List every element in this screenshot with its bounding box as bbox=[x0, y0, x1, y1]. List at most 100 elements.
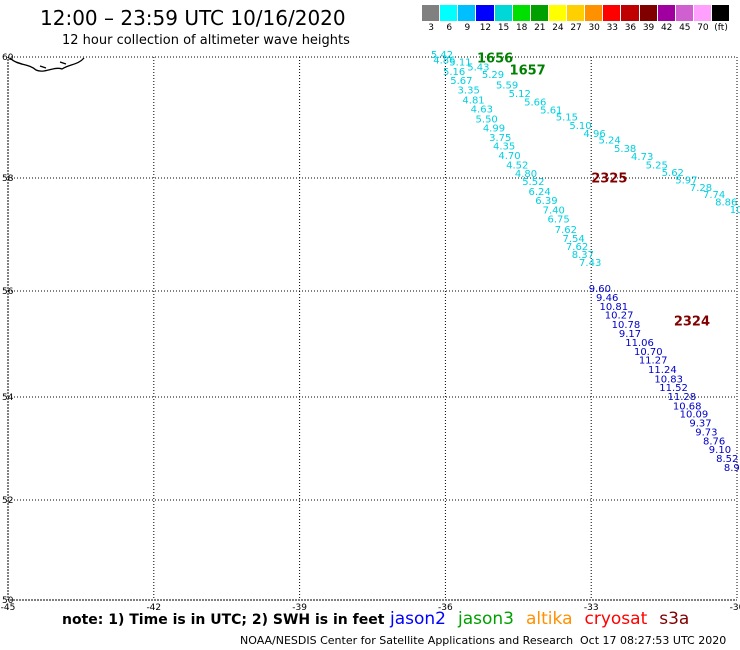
credit-line: NOAA/NESDIS Center for Satellite Applica… bbox=[240, 634, 574, 647]
wave-height-value: 7.74 bbox=[703, 190, 725, 201]
wave-height-value: 11.27 bbox=[639, 356, 668, 367]
wave-height-value: 10.83 bbox=[654, 375, 683, 386]
wave-height-value: 4.73 bbox=[631, 152, 653, 163]
wave-height-value: 8.96 bbox=[724, 463, 740, 474]
longitude-tick-label: -36 bbox=[438, 603, 453, 613]
legend-label: 18 bbox=[515, 23, 528, 33]
legend-label: 15 bbox=[497, 23, 510, 33]
legend-label: 70 bbox=[697, 23, 709, 33]
wave-height-value: 7.54 bbox=[563, 234, 585, 245]
legend-labels: 3 6 9 12 15 18 21 24 27 30 33 36 39 42 45 70 (ft) bbox=[422, 23, 730, 33]
wave-height-value: 5.24 bbox=[598, 136, 620, 147]
wave-height-value: 5.15 bbox=[556, 113, 578, 124]
wave-height-value: 5.29 bbox=[482, 70, 504, 81]
legend-label: 30 bbox=[588, 23, 600, 33]
pass-number-label: 1656 bbox=[477, 51, 513, 66]
wave-height-color-legend: 3 6 9 12 15 18 21 24 27 30 33 36 39 42 45 70 (ft) bbox=[422, 5, 731, 33]
satellite-cryosat: cryosat bbox=[584, 609, 648, 629]
legend-swatch bbox=[512, 5, 531, 21]
latitude-tick-label: 52 bbox=[2, 496, 13, 506]
legend-swatch bbox=[440, 5, 459, 21]
wave-height-value: 5.62 bbox=[662, 168, 684, 179]
wave-height-value: 9.46 bbox=[596, 293, 618, 304]
legend-swatch bbox=[621, 5, 640, 21]
wave-height-value: 6.39 bbox=[535, 196, 557, 207]
longitude-tick-label: -30 bbox=[730, 603, 740, 613]
wave-height-value: 4.70 bbox=[498, 151, 520, 162]
wave-height-value: 9.60 bbox=[589, 284, 611, 295]
wave-height-value: 4.35 bbox=[493, 142, 515, 153]
track-jason3-1657: 5.435.295.595.125.665.615.155.104.965.24… bbox=[467, 62, 740, 216]
legend-label: 27 bbox=[570, 23, 582, 33]
legend-label: 45 bbox=[679, 23, 691, 33]
wave-height-value: 8.76 bbox=[703, 436, 725, 447]
footer-note: note: 1) Time is in UTC; 2) SWH is in fe… bbox=[62, 612, 385, 628]
legend-swatch bbox=[585, 5, 604, 21]
wave-height-value: 10.78 bbox=[612, 320, 641, 331]
wave-height-value: 4.63 bbox=[471, 105, 493, 116]
wave-height-value: 8.52 bbox=[716, 454, 738, 465]
legend-label: 36 bbox=[624, 23, 637, 33]
legend-label: 9 bbox=[464, 23, 471, 33]
wave-height-value: 11.06 bbox=[625, 338, 654, 349]
legend-swatch bbox=[693, 5, 712, 21]
wave-height-value: 4.96 bbox=[583, 129, 605, 140]
satellite-jason3: jason3 bbox=[458, 609, 514, 629]
wave-height-value: 4.80 bbox=[515, 169, 537, 180]
wave-height-value: 7.43 bbox=[579, 258, 601, 269]
wave-height-value: 4.52 bbox=[506, 160, 528, 171]
track-jason3-1656: 5.424.865.115.165.673.354.814.635.504.99… bbox=[431, 50, 601, 269]
latitude-tick-label: 50 bbox=[2, 596, 14, 606]
wave-height-value: 4.99 bbox=[483, 123, 505, 134]
legend-swatch bbox=[458, 5, 477, 21]
wave-height-value: 5.66 bbox=[524, 97, 546, 108]
wave-height-value: 5.10 bbox=[569, 121, 591, 132]
legend-swatches bbox=[422, 5, 731, 21]
wave-height-value: 10.65 bbox=[730, 205, 740, 216]
wave-height-value: 5.43 bbox=[467, 62, 489, 73]
longitude-tick-label: -39 bbox=[292, 603, 307, 613]
generated-timestamp: Oct 17 08:27:53 UTC 2020 bbox=[580, 634, 727, 647]
wave-height-value: 10.70 bbox=[634, 347, 663, 358]
wave-height-value: 4.81 bbox=[462, 96, 484, 107]
legend-swatch bbox=[675, 5, 694, 21]
wave-height-value: 5.38 bbox=[614, 144, 636, 155]
coastline bbox=[9, 57, 85, 72]
longitude-tick-label: -33 bbox=[584, 603, 599, 613]
wave-height-value: 5.97 bbox=[675, 176, 697, 187]
wave-height-value: 8.86 bbox=[715, 198, 737, 209]
map-grid bbox=[7, 56, 738, 601]
wave-height-value: 7.28 bbox=[690, 183, 712, 194]
latitude-tick-label: 58 bbox=[2, 174, 14, 184]
legend-label: 12 bbox=[479, 23, 492, 33]
wave-height-value: 5.67 bbox=[450, 76, 472, 87]
legend-label: 33 bbox=[606, 23, 619, 33]
axis-labels: -45 -42 -39 -36 -33 -30 60 58 56 54 52 50 bbox=[1, 53, 740, 613]
pass-labels: 1656165716582325232423223 bbox=[477, 51, 710, 329]
wave-height-value: 10.27 bbox=[605, 311, 634, 322]
latitude-tick-label: 56 bbox=[2, 287, 14, 297]
map-title: 12:00 – 23:59 UTC 10/16/2020 bbox=[40, 6, 346, 30]
latitude-tick-label: 60 bbox=[2, 53, 14, 63]
wave-height-value: 5.61 bbox=[540, 105, 562, 116]
legend-label: 39 bbox=[642, 23, 655, 33]
wave-height-value: 3.35 bbox=[458, 85, 480, 96]
satellite-s3a: s3a bbox=[659, 609, 690, 629]
satellite-jason2: jason2 bbox=[390, 609, 446, 629]
legend-label: 24 bbox=[552, 23, 564, 33]
legend-label: 3 bbox=[428, 23, 434, 33]
wave-height-value: 9.73 bbox=[695, 428, 717, 439]
wave-height-value: 8.37 bbox=[572, 250, 594, 261]
wave-height-value: 5.59 bbox=[496, 80, 518, 91]
legend-label: (ft) bbox=[714, 23, 728, 33]
wave-height-value: 5.12 bbox=[509, 89, 531, 100]
wave-height-value: 5.25 bbox=[646, 160, 668, 171]
pass-number-label: 1657 bbox=[510, 64, 546, 79]
wave-height-value: 5.16 bbox=[443, 67, 465, 78]
wave-height-value: 3.75 bbox=[489, 133, 511, 144]
wave-height-value: 6.24 bbox=[529, 187, 551, 198]
pass-number-label: 2325 bbox=[591, 172, 627, 187]
legend-swatch bbox=[639, 5, 658, 21]
satellite-altika: altika bbox=[526, 609, 573, 629]
